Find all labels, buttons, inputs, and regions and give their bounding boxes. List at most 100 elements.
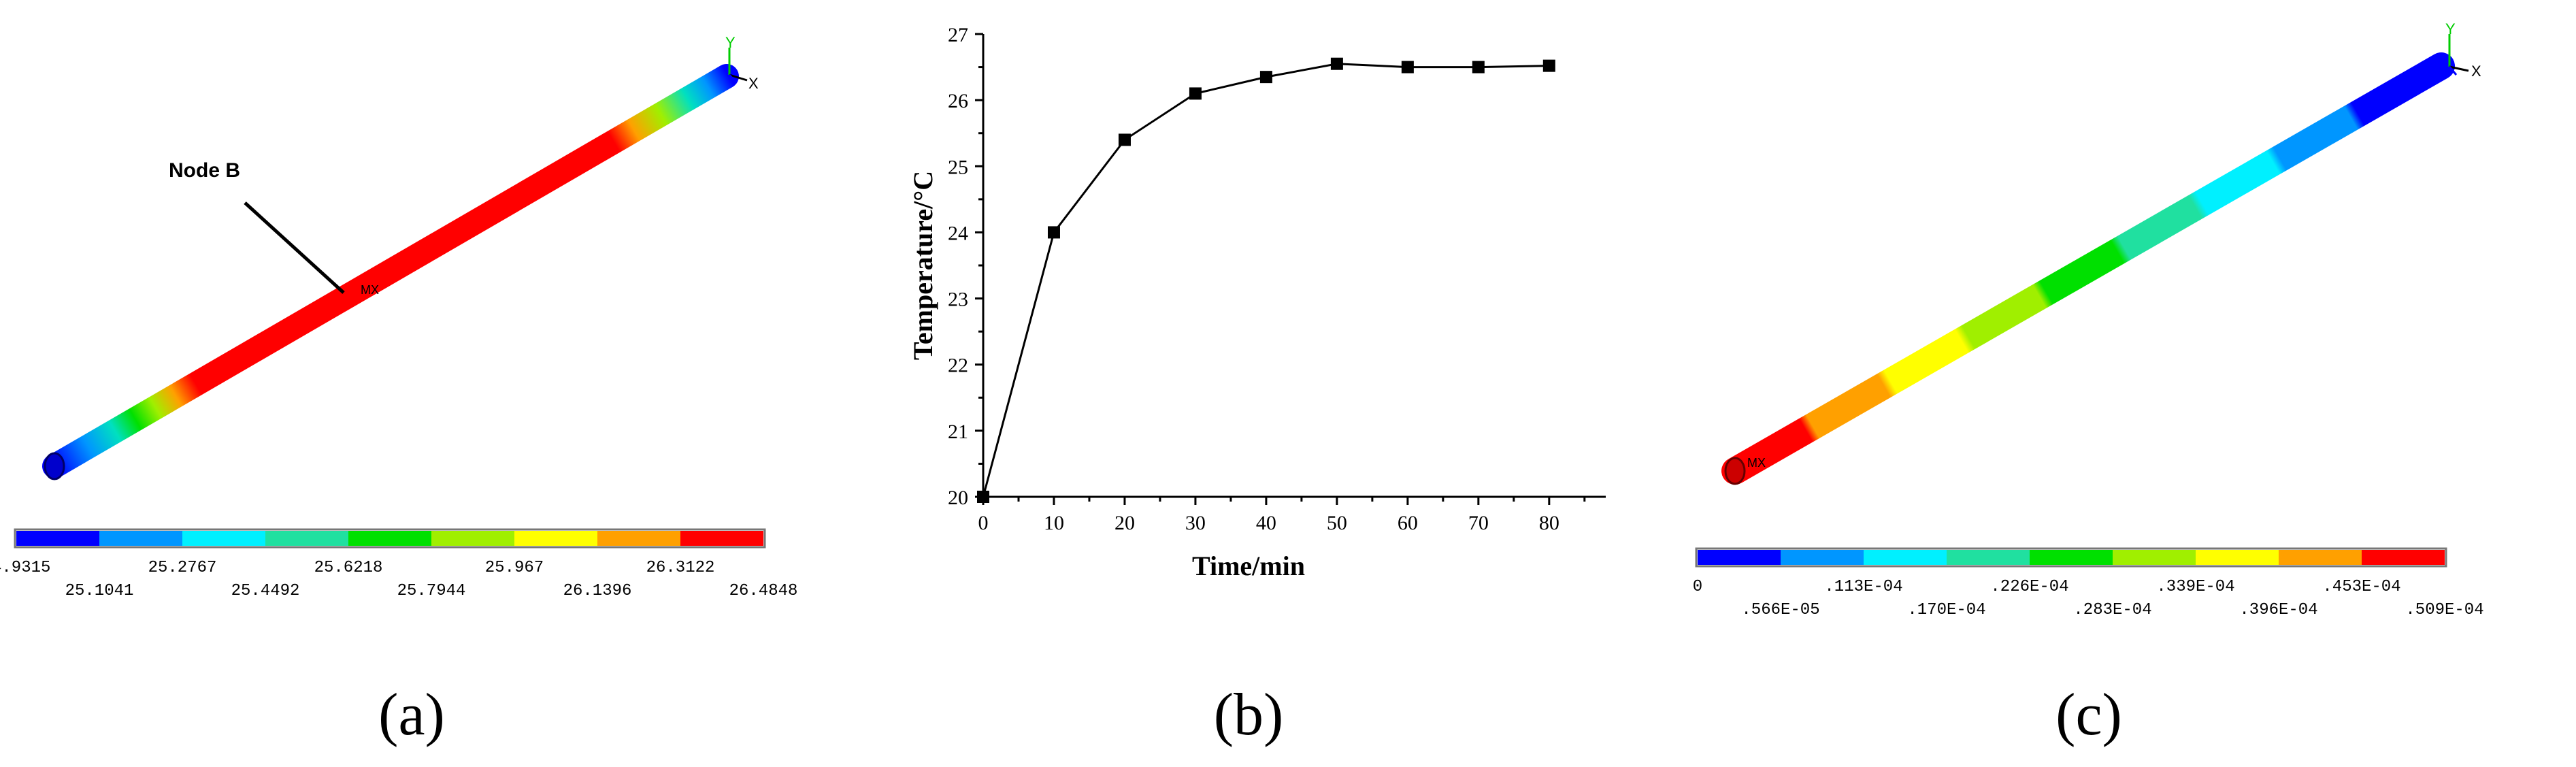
data-point-marker	[1542, 59, 1555, 72]
legend-a-label: 26.3122	[646, 559, 715, 577]
tube-end-cap-c	[1724, 457, 1746, 485]
tube-model-a	[42, 64, 739, 478]
axis-triad-c: Y X	[2445, 20, 2481, 80]
legend-c-label: .339E-04	[2156, 578, 2234, 596]
legend-a-label: 25.967	[485, 559, 544, 577]
legend-c-label: .566E-05	[1741, 601, 1819, 619]
chart-ticks: 0 10 20 30 40 50 60 70 80 20 21 22 23 24 25 26 27	[948, 24, 1586, 534]
legend-a-label: 25.6218	[314, 559, 383, 577]
legend-c-label: 0	[1693, 578, 1702, 596]
x-tick-label: 20	[1114, 512, 1135, 534]
node-b-leader-line	[244, 201, 345, 294]
y-tick-label: 22	[948, 355, 968, 377]
legend-c-label: .453E-04	[2322, 578, 2400, 596]
caption-a-text: (a)	[378, 682, 445, 748]
x-tick-label: 70	[1468, 512, 1489, 534]
caption-a: (a)	[310, 681, 514, 749]
legend-a-label: 26.1396	[563, 582, 632, 600]
caption-c-text: (c)	[2055, 682, 2122, 748]
chart-series	[977, 57, 1555, 503]
legend-c-label: .226E-04	[1990, 578, 2068, 596]
tube-model-c	[1721, 52, 2455, 485]
legend-c-label: .283E-04	[2073, 601, 2151, 619]
data-point-marker	[1472, 61, 1485, 74]
legend-a-label: 24.9315	[0, 559, 50, 577]
legend-c-frame	[1695, 547, 2447, 568]
node-b-label: Node B	[169, 159, 240, 182]
y-axis-label: Temperature/°C	[908, 171, 938, 360]
y-tick-label: 20	[948, 487, 968, 509]
legend-c-label: .170E-04	[1907, 601, 1985, 619]
legend-c-swatch	[1781, 550, 1864, 565]
series-line	[982, 63, 1549, 497]
legend-a: 24.9315 25.1041 25.2767 25.4492 25.6218 25.79…	[0, 528, 798, 600]
legend-c-label: .113E-04	[1824, 578, 1902, 596]
legend-a-swatch	[514, 531, 597, 546]
legend-c-label: .396E-04	[2239, 601, 2317, 619]
legend-a-label: 25.2767	[148, 559, 217, 577]
temperature-chart: 0 10 20 30 40 50 60 70 80 20 21 22 23 24 25 26 27 Time/m…	[908, 24, 1606, 581]
triad-y-label-c: Y	[2445, 20, 2456, 37]
axis-triad-a: Y X	[725, 34, 759, 92]
legend-a-label: 25.1041	[65, 582, 134, 600]
tube-end-cap	[44, 452, 65, 480]
node-max-mark-c: MX	[1747, 456, 1766, 470]
y-tick-label: 24	[948, 222, 968, 244]
x-tick-label: 80	[1539, 512, 1559, 534]
caption-b-text: (b)	[1213, 682, 1284, 748]
data-point-marker	[1401, 61, 1414, 74]
legend-a-label: 25.4492	[231, 582, 300, 600]
triad-x-label: X	[748, 75, 759, 92]
legend-a-frame	[14, 528, 766, 549]
caption-b: (b)	[1146, 681, 1351, 749]
legend-a-swatch	[16, 531, 99, 546]
legend-c-swatch	[2362, 550, 2445, 565]
legend-c-swatch	[2196, 550, 2279, 565]
y-tick-label: 23	[948, 289, 968, 311]
legend-c-swatch	[2113, 550, 2196, 565]
legend-c-swatch	[1947, 550, 2030, 565]
x-tick-label: 30	[1185, 512, 1206, 534]
panel-c-figure: MX Y X 0 .566E-05 .113E-04 .170E-04 .226E-04…	[1693, 20, 2484, 619]
legend-a-label: 26.4848	[729, 582, 798, 600]
chart-axes	[982, 34, 1606, 498]
legend-a-swatch	[99, 531, 182, 546]
panel-a: Node B MX Y X 24.9315 25.1041 25.2767 25.44…	[0, 0, 857, 767]
legend-a-swatch	[431, 531, 514, 546]
data-point-marker	[1118, 133, 1131, 146]
y-tick-label: 26	[948, 90, 968, 112]
legend-c-label: .509E-04	[2405, 601, 2483, 619]
legend-a-swatch	[182, 531, 265, 546]
data-point-marker	[1259, 71, 1272, 84]
panel-c: MX Y X 0 .566E-05 .113E-04 .170E-04 .226E-04…	[1640, 0, 2576, 767]
legend-a-swatch	[265, 531, 348, 546]
legend-a-swatch	[680, 531, 763, 546]
x-tick-label: 0	[978, 512, 989, 534]
x-tick-label: 50	[1327, 512, 1347, 534]
y-tick-label: 25	[948, 156, 968, 178]
legend-a-label: 25.7944	[397, 582, 466, 600]
x-tick-label: 10	[1044, 512, 1064, 534]
triad-x-label-c: X	[2471, 63, 2481, 80]
legend-a-swatch	[348, 531, 431, 546]
panel-a-figure: Node B MX Y X 24.9315 25.1041 25.2767 25.44…	[0, 34, 798, 600]
legend-c-swatch	[1864, 550, 1947, 565]
y-tick-label: 21	[948, 421, 968, 443]
x-axis-label: Time/min	[1192, 551, 1305, 581]
data-point-marker	[977, 491, 989, 503]
data-point-marker	[1330, 57, 1343, 70]
data-point-marker	[1189, 87, 1202, 100]
panel-b: 0 10 20 30 40 50 60 70 80 20 21 22 23 24 25 26 27 Time/m…	[857, 0, 1640, 767]
node-max-mark: MX	[361, 283, 379, 297]
x-tick-label: 40	[1256, 512, 1276, 534]
caption-c: (c)	[1987, 681, 2191, 749]
data-point-marker	[1047, 226, 1060, 239]
triad-y-label: Y	[725, 34, 736, 51]
legend-c-swatch	[2279, 550, 2362, 565]
legend-c-swatch	[2030, 550, 2113, 565]
legend-c: 0 .566E-05 .113E-04 .170E-04 .226E-04 .283E-0…	[1693, 547, 2484, 619]
y-tick-label: 27	[948, 24, 968, 46]
legend-c-swatch	[1698, 550, 1781, 565]
legend-a-swatch	[597, 531, 680, 546]
x-tick-label: 60	[1398, 512, 1418, 534]
